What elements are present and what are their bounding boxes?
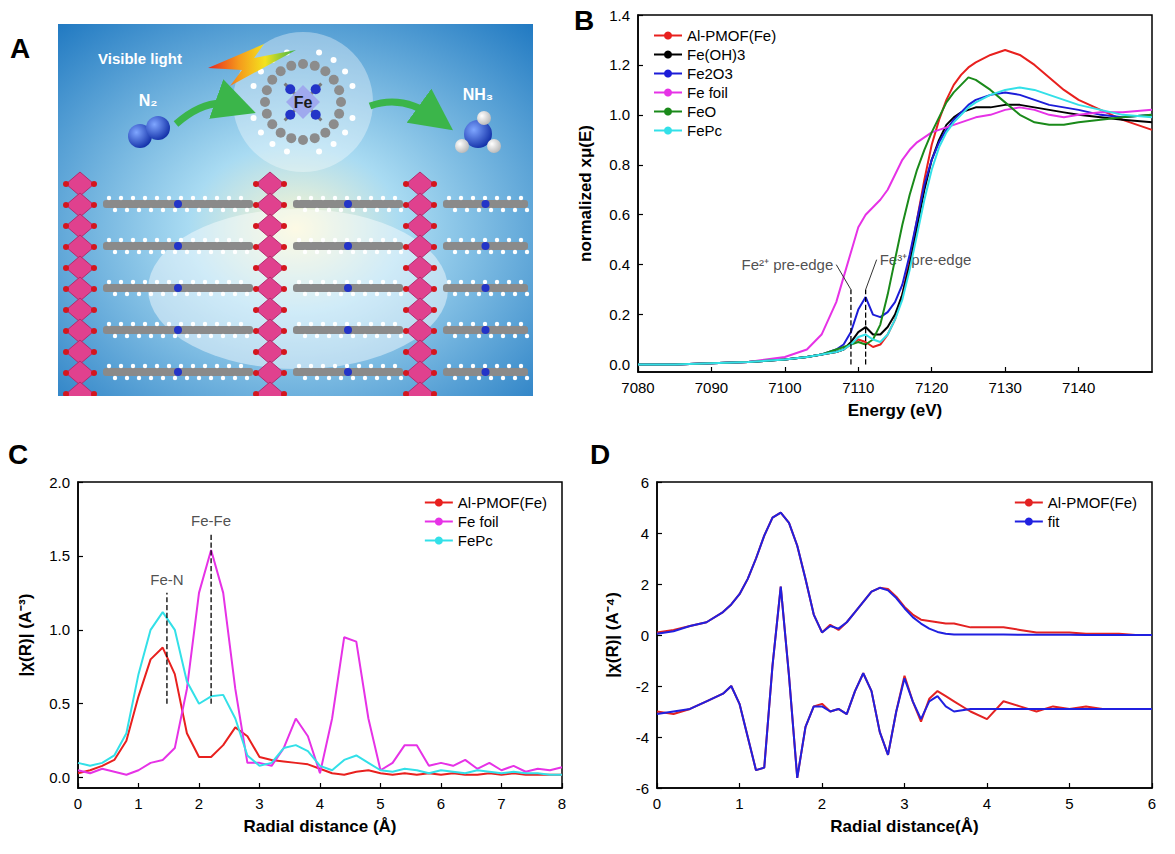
- html-text:C: C: [8, 439, 29, 470]
- svg-text:0.8: 0.8: [609, 156, 630, 173]
- svg-text:FePc: FePc: [687, 122, 723, 139]
- svg-text:1.5: 1.5: [49, 547, 70, 564]
- svg-text:Al-PMOF(Fe): Al-PMOF(Fe): [458, 494, 547, 511]
- svg-text:Fe2O3: Fe2O3: [687, 65, 733, 82]
- svg-text:0.0: 0.0: [609, 356, 630, 373]
- svg-text:Radial distance (Å): Radial distance (Å): [243, 817, 396, 836]
- svg-text:1: 1: [735, 795, 743, 812]
- svg-text:7110: 7110: [842, 379, 874, 396]
- svg-text:7120: 7120: [915, 379, 948, 396]
- svg-text:0: 0: [653, 795, 661, 812]
- svg-text:Fe³⁺ pre-edge: Fe³⁺ pre-edge: [879, 251, 972, 269]
- svg-text:4: 4: [983, 795, 991, 812]
- svg-text:0.0: 0.0: [49, 769, 70, 786]
- svg-text:2.0: 2.0: [49, 474, 70, 491]
- svg-text:0.2: 0.2: [609, 306, 630, 323]
- svg-text:0.4: 0.4: [609, 256, 630, 273]
- svg-text:Fe foil: Fe foil: [458, 513, 499, 530]
- svg-text:Radial distance(Å): Radial distance(Å): [830, 817, 978, 836]
- svg-text:0.6: 0.6: [609, 206, 630, 223]
- svg-text:0.5: 0.5: [49, 695, 70, 712]
- svg-text:FeO: FeO: [687, 103, 716, 120]
- svg-text:6: 6: [437, 795, 445, 812]
- svg-text:1.4: 1.4: [609, 7, 630, 24]
- svg-text:1.2: 1.2: [609, 56, 630, 73]
- svg-text:2: 2: [641, 576, 649, 593]
- svg-text:N₂: N₂: [139, 92, 158, 109]
- svg-text:Fe(OH)3: Fe(OH)3: [687, 46, 745, 63]
- svg-text:4: 4: [641, 525, 649, 542]
- svg-text:3: 3: [900, 795, 908, 812]
- html-text:A: A: [10, 33, 31, 64]
- svg-text:6: 6: [1148, 795, 1156, 812]
- svg-text:1.0: 1.0: [609, 106, 630, 123]
- svg-text:Fe-N: Fe-N: [150, 571, 183, 588]
- svg-text:normalized xμ(E): normalized xμ(E): [576, 125, 595, 262]
- svg-text:0: 0: [74, 795, 82, 812]
- svg-text:3: 3: [255, 795, 263, 812]
- svg-text:7130: 7130: [988, 379, 1021, 396]
- svg-text:2: 2: [818, 795, 826, 812]
- svg-text:7080: 7080: [621, 379, 654, 396]
- svg-text:fit: fit: [1048, 513, 1061, 530]
- svg-text:|χ(R)| (A⁻⁴): |χ(R)| (A⁻⁴): [603, 592, 622, 678]
- svg-text:2: 2: [195, 795, 203, 812]
- svg-text:6: 6: [641, 474, 649, 491]
- svg-text:Visible light: Visible light: [98, 50, 182, 67]
- svg-text:Al-PMOF(Fe): Al-PMOF(Fe): [1048, 494, 1137, 511]
- svg-text:1: 1: [134, 795, 142, 812]
- svg-text:0: 0: [641, 627, 649, 644]
- svg-text:7140: 7140: [1062, 379, 1095, 396]
- svg-text:-4: -4: [636, 729, 649, 746]
- svg-text:NH₃: NH₃: [463, 86, 494, 103]
- svg-text:Fe²⁺ pre-edge: Fe²⁺ pre-edge: [742, 256, 834, 273]
- svg-text:-2: -2: [636, 678, 649, 695]
- html-text:D: D: [590, 439, 611, 470]
- svg-text:7090: 7090: [695, 379, 728, 396]
- svg-text:Al-PMOF(Fe): Al-PMOF(Fe): [687, 27, 776, 44]
- svg-text:7100: 7100: [768, 379, 801, 396]
- svg-text:5: 5: [1065, 795, 1073, 812]
- svg-text:8: 8: [558, 795, 566, 812]
- svg-text:-6: -6: [636, 780, 649, 797]
- svg-text:5: 5: [376, 795, 384, 812]
- svg-text:FePc: FePc: [458, 532, 494, 549]
- svg-text:Fe foil: Fe foil: [687, 84, 728, 101]
- svg-text:Fe: Fe: [294, 94, 313, 111]
- svg-text:Fe-Fe: Fe-Fe: [191, 512, 231, 529]
- svg-text:7: 7: [497, 795, 505, 812]
- svg-text:4: 4: [316, 795, 324, 812]
- svg-text:1.0: 1.0: [49, 621, 70, 638]
- svg-text:Energy (eV): Energy (eV): [848, 401, 942, 420]
- svg-text:|χ(R)| (A⁻³): |χ(R)| (A⁻³): [16, 594, 35, 677]
- html-text:B: B: [574, 5, 595, 36]
